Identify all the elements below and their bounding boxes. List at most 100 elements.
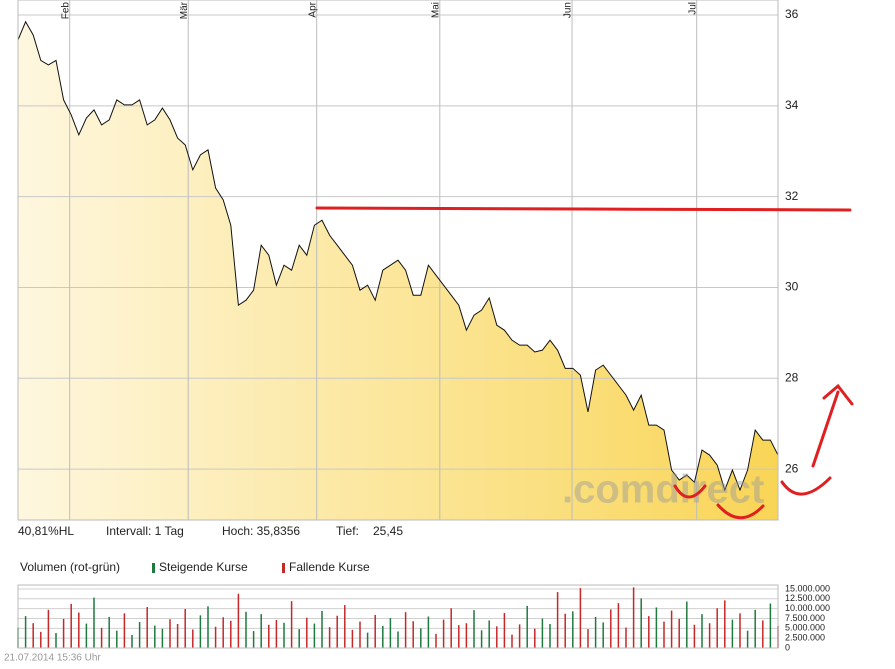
- volume-bar: [313, 623, 316, 648]
- legend-label: Steigende Kurse: [159, 560, 248, 574]
- volume-bar: [480, 630, 483, 648]
- volume-bar: [587, 629, 589, 648]
- volume-bar: [283, 622, 285, 648]
- volume-bar: [754, 609, 756, 648]
- volume-bar: [526, 605, 528, 648]
- volume-bar: [579, 588, 582, 648]
- volume-bar: [556, 592, 559, 648]
- volume-frame: [17, 584, 779, 649]
- y-tick-label: 36: [785, 7, 799, 21]
- volume-bar: [739, 613, 741, 648]
- volume-bar: [724, 600, 726, 648]
- volume-bar: [62, 618, 65, 648]
- volume-bar: [632, 587, 635, 648]
- stat: 40,81%HL: [18, 524, 74, 538]
- volume-bar: [321, 610, 323, 648]
- stat: 25,45: [373, 524, 403, 538]
- volume-bar: [116, 630, 118, 648]
- x-tick-label: Mai: [430, 2, 441, 18]
- price-line: [17, 20, 779, 492]
- y-tick-label: 2.500.000: [785, 633, 825, 643]
- volume-bar: [237, 593, 240, 648]
- volume-bar: [306, 617, 308, 648]
- volume-bar: [138, 622, 141, 648]
- y-tick-label: 30: [785, 280, 799, 294]
- footer: 21.07.2014 15:36 Uhr: [4, 653, 101, 664]
- volume-bar: [93, 597, 95, 648]
- volume-bar: [382, 625, 384, 648]
- y-tick-label: 0: [785, 642, 790, 652]
- volume-bar: [214, 626, 217, 648]
- volume-bar: [435, 633, 437, 648]
- volume-bar: [290, 601, 293, 648]
- volume-bar: [693, 624, 696, 648]
- volume-bar: [192, 629, 194, 648]
- volume-bar: [85, 623, 88, 648]
- volume-bar: [655, 607, 658, 648]
- volume-bar: [207, 606, 209, 648]
- volume-bar: [625, 627, 627, 648]
- volume-bar: [670, 610, 673, 648]
- volume-bar: [351, 629, 354, 648]
- volume-bar: [252, 631, 255, 648]
- volume-bar: [389, 618, 392, 648]
- volume-bar: [260, 614, 262, 648]
- volume-bar: [617, 603, 620, 648]
- volume-bar: [708, 623, 711, 648]
- volume-bar: [701, 614, 703, 648]
- plot-frame: [17, 0, 779, 521]
- volume-bar: [488, 620, 490, 648]
- volume-bar: [55, 633, 57, 648]
- volume-bar: [420, 628, 422, 648]
- volume-bar: [503, 612, 506, 648]
- volume-bar: [344, 605, 346, 648]
- volume-bar: [572, 611, 574, 648]
- volume-bar: [518, 624, 521, 648]
- volume-bar: [602, 622, 604, 648]
- volume-bar: [404, 612, 407, 648]
- volume-bar: [78, 612, 80, 648]
- x-tick-label: Jun: [563, 2, 574, 18]
- volume-bar: [594, 616, 597, 648]
- volume-bar: [100, 627, 103, 648]
- watermark: .comdirect: [562, 468, 764, 512]
- y-tick-label: 28: [785, 370, 799, 384]
- price-area: [18, 21, 778, 520]
- volume-bar: [397, 631, 399, 648]
- volume-bar: [24, 616, 27, 648]
- volume-bar: [496, 626, 498, 648]
- volume-bar: [169, 619, 171, 648]
- annotations: [315, 206, 854, 520]
- y-tick-label: 5.000.000: [785, 623, 825, 633]
- volume-bar: [374, 614, 376, 648]
- volume-bar: [465, 623, 468, 648]
- volume-bar: [359, 621, 361, 648]
- volume-bar: [154, 625, 156, 648]
- volume-bar: [769, 603, 772, 648]
- legend-swatch: [282, 563, 285, 573]
- y-tick-label: 10.000.000: [785, 603, 830, 613]
- volume-bar: [366, 632, 369, 648]
- volume-bar: [473, 610, 475, 648]
- volume-bar: [32, 623, 34, 648]
- volume-bar: [458, 625, 460, 648]
- volume-bar: [222, 617, 224, 648]
- volume-bar: [176, 623, 179, 648]
- legend-label: Fallende Kurse: [289, 560, 370, 574]
- volume-bar: [298, 629, 300, 648]
- x-tick-label: Apr: [307, 1, 318, 17]
- volume-bar: [762, 620, 764, 648]
- volume-bar: [511, 634, 513, 648]
- volume-bar: [746, 630, 749, 648]
- volume-bar: [541, 618, 544, 648]
- volume-bar: [731, 619, 734, 648]
- volume-bar: [663, 621, 665, 648]
- y-tick-label: 7.500.000: [785, 613, 825, 623]
- volume-bar: [564, 613, 566, 648]
- x-tick-label: Mär: [179, 1, 190, 19]
- volume-bar: [648, 616, 650, 648]
- volume-bar: [47, 609, 50, 648]
- y-tick-label: 12.500.000: [785, 593, 830, 603]
- y-tick-label: 15.000.000: [785, 583, 830, 593]
